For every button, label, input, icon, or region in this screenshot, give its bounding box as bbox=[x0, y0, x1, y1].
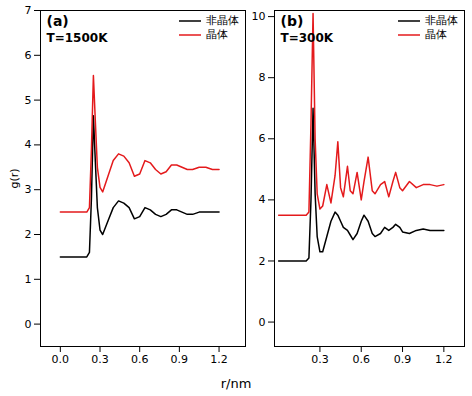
svg-text:0.9: 0.9 bbox=[394, 353, 412, 366]
svg-text:T=300K: T=300K bbox=[281, 31, 334, 45]
svg-text:1: 1 bbox=[25, 273, 32, 286]
svg-text:6: 6 bbox=[25, 49, 32, 62]
svg-text:0: 0 bbox=[259, 316, 266, 329]
svg-text:0.9: 0.9 bbox=[171, 353, 189, 366]
svg-text:0.3: 0.3 bbox=[91, 353, 109, 366]
svg-text:10: 10 bbox=[252, 10, 266, 23]
svg-text:T=1500K: T=1500K bbox=[47, 31, 109, 45]
svg-text:0.3: 0.3 bbox=[311, 353, 329, 366]
svg-text:0.6: 0.6 bbox=[352, 353, 370, 366]
svg-text:8: 8 bbox=[259, 71, 266, 84]
svg-text:4: 4 bbox=[259, 193, 266, 206]
svg-text:3: 3 bbox=[25, 183, 32, 196]
svg-text:0: 0 bbox=[25, 318, 32, 331]
svg-text:1.2: 1.2 bbox=[435, 353, 453, 366]
svg-text:0.6: 0.6 bbox=[131, 353, 149, 366]
svg-text:0.0: 0.0 bbox=[52, 353, 70, 366]
svg-text:1.2: 1.2 bbox=[210, 353, 228, 366]
html-text:r/nm: r/nm bbox=[220, 376, 252, 391]
svg-text:7: 7 bbox=[25, 4, 32, 17]
html-text:晶体: 晶体 bbox=[206, 28, 228, 41]
svg-text:6: 6 bbox=[259, 132, 266, 145]
html-text:非晶体: 非晶体 bbox=[206, 14, 239, 27]
svg-text:2: 2 bbox=[259, 254, 266, 267]
svg-text:(a): (a) bbox=[47, 13, 69, 29]
svg-text:2: 2 bbox=[25, 228, 32, 241]
html-text:非晶体: 非晶体 bbox=[425, 14, 458, 27]
svg-text:g(r): g(r) bbox=[8, 168, 21, 188]
svg-text:4: 4 bbox=[25, 138, 32, 151]
svg-text:(b): (b) bbox=[281, 13, 304, 29]
html-text:晶体: 晶体 bbox=[425, 28, 447, 41]
svg-text:5: 5 bbox=[25, 94, 32, 107]
